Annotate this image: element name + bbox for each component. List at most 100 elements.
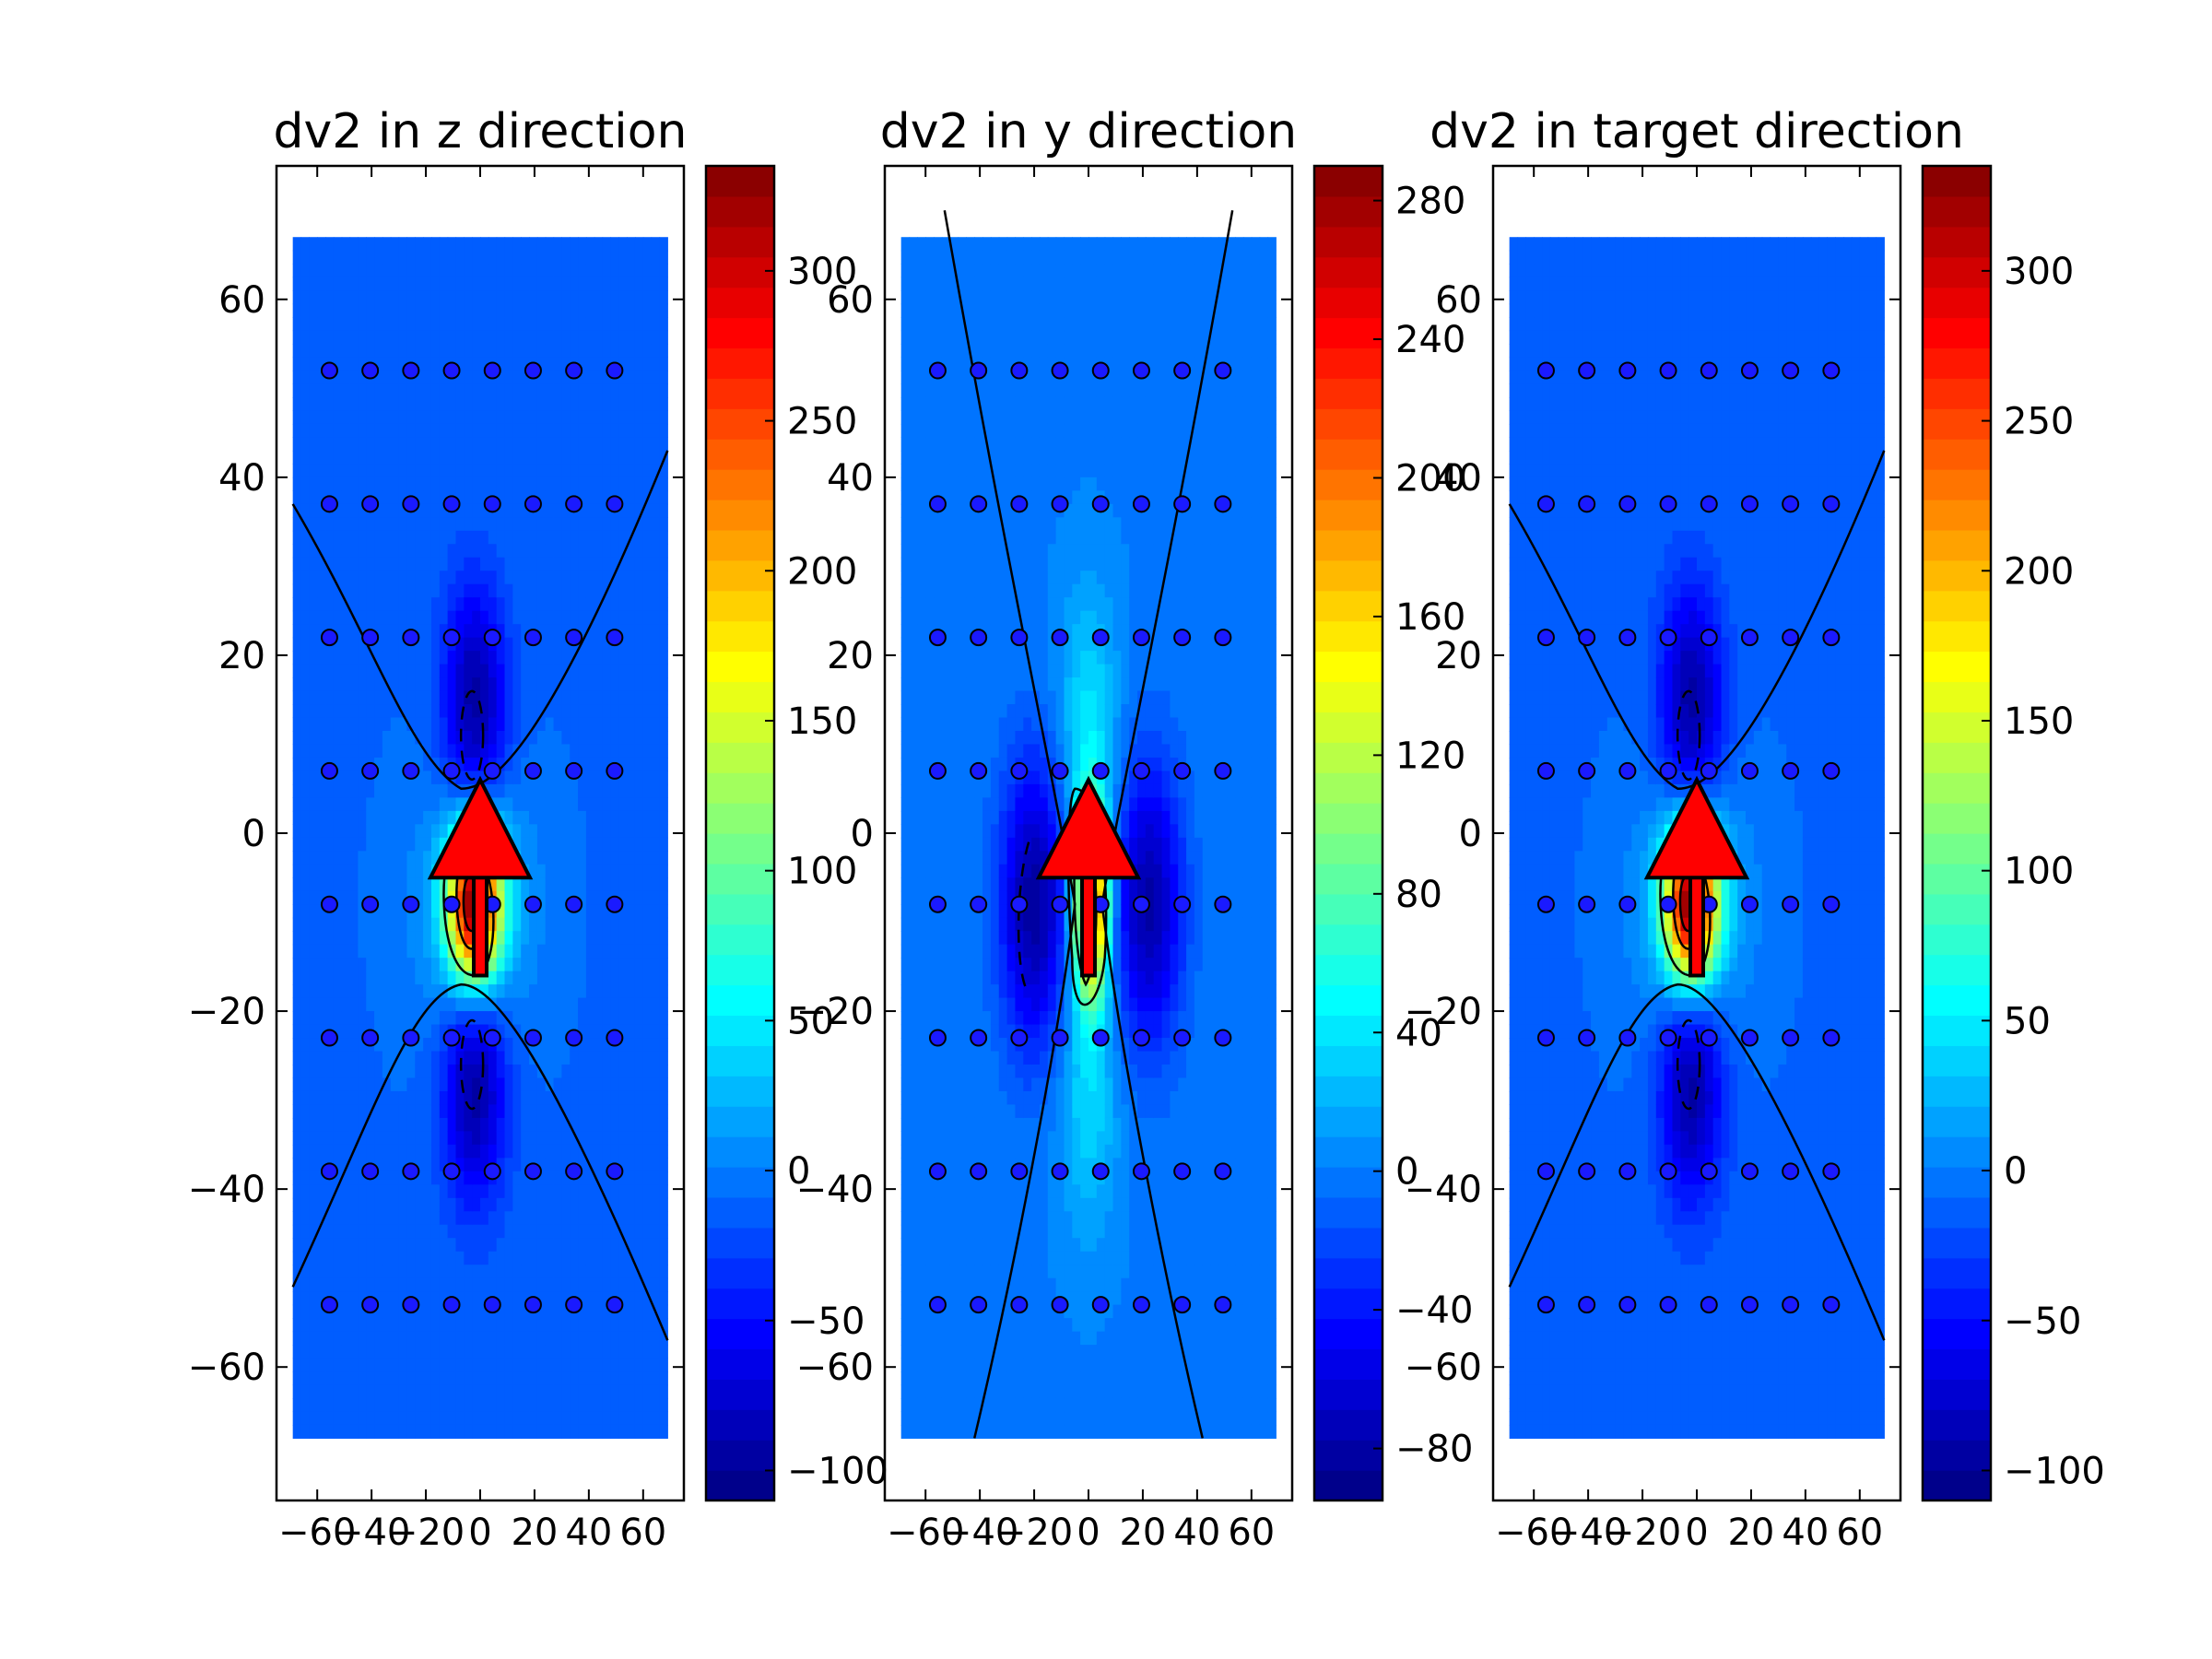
heatmap-cell	[496, 690, 506, 705]
heatmap-cell	[406, 997, 416, 1012]
heatmap-cell	[325, 1184, 335, 1199]
colorbar-tick-label: 200	[787, 550, 857, 593]
heatmap-cell	[366, 464, 375, 478]
heatmap-cell	[602, 771, 612, 785]
heatmap-cell	[358, 824, 367, 839]
heatmap-cell	[488, 1411, 498, 1426]
heatmap-cell	[585, 797, 595, 812]
heatmap-cell	[292, 423, 302, 439]
heatmap-cell	[472, 290, 481, 305]
heatmap-cell	[545, 517, 555, 532]
heatmap-cell	[300, 464, 310, 478]
heatmap-cell	[917, 410, 926, 425]
heatmap-cell	[366, 810, 375, 825]
heatmap-cell	[578, 651, 587, 665]
heatmap-cell	[325, 877, 335, 892]
grid-point	[320, 629, 338, 647]
heatmap-cell	[578, 704, 587, 719]
heatmap-cell	[941, 1158, 951, 1172]
heatmap-cell	[423, 1184, 432, 1199]
heatmap-cell	[642, 1277, 653, 1292]
heatmap-cell	[430, 1318, 441, 1333]
heatmap-cell	[300, 837, 310, 852]
heatmap-cell	[529, 344, 538, 359]
heatmap-cell	[618, 383, 628, 398]
heatmap-cell	[634, 464, 644, 478]
heatmap-cell	[430, 783, 441, 798]
heatmap-cell	[925, 557, 935, 571]
heatmap-cell	[578, 530, 587, 545]
heatmap-cell	[941, 1104, 951, 1119]
heatmap-cell	[521, 958, 530, 972]
heatmap-cell	[934, 730, 943, 746]
heatmap-cell	[382, 917, 392, 932]
heatmap-cell	[900, 517, 911, 532]
heatmap-cell	[917, 503, 926, 518]
heatmap-cell	[423, 357, 432, 371]
heatmap-cell	[941, 571, 951, 585]
heatmap-cell	[504, 824, 513, 839]
heatmap-cell	[480, 503, 489, 518]
heatmap-cell	[529, 864, 538, 878]
heatmap-cell	[553, 877, 562, 892]
heatmap-cell	[398, 824, 408, 839]
heatmap-cell	[536, 690, 547, 705]
heatmap-cell	[398, 1171, 408, 1185]
heatmap-cell	[949, 1077, 959, 1092]
heatmap-cell	[504, 1224, 513, 1239]
heatmap-cell	[464, 1265, 473, 1279]
x-tick-label: 60	[619, 1512, 666, 1554]
heatmap-cell	[578, 717, 587, 732]
heatmap-cell	[521, 677, 530, 692]
heatmap-cell	[610, 276, 619, 291]
heatmap-cell	[949, 1104, 959, 1119]
heatmap-cell	[917, 1251, 926, 1265]
heatmap-cell	[325, 303, 335, 318]
heatmap-cell	[317, 1144, 326, 1159]
heatmap-cell	[415, 757, 424, 772]
heatmap-cell	[325, 744, 335, 759]
heatmap-cell	[618, 1090, 628, 1106]
heatmap-cell	[309, 997, 318, 1012]
heatmap-cell	[594, 730, 604, 746]
heatmap-cell	[585, 1424, 595, 1440]
heatmap-cell	[545, 1331, 555, 1346]
heatmap-cell	[553, 1384, 562, 1399]
heatmap-cell	[536, 1024, 547, 1039]
heatmap-cell	[917, 1158, 926, 1172]
heatmap-cell	[430, 1038, 441, 1053]
heatmap-cell	[602, 557, 612, 571]
heatmap-cell	[585, 1251, 595, 1265]
heatmap-cell	[325, 997, 335, 1012]
heatmap-cell	[529, 651, 538, 665]
heatmap-cell	[455, 317, 465, 332]
heatmap-cell	[521, 1024, 530, 1039]
heatmap-cell	[472, 690, 481, 705]
heatmap-cell	[634, 317, 644, 332]
heatmap-cell	[406, 1011, 416, 1026]
heatmap-cell	[472, 704, 481, 719]
heatmap-cell	[349, 371, 359, 385]
heatmap-cell	[423, 637, 432, 652]
heatmap-cell	[439, 357, 449, 371]
heatmap-cell	[472, 1158, 481, 1172]
heatmap-cell	[390, 597, 400, 612]
heatmap-cell	[941, 1024, 951, 1039]
heatmap-cell	[300, 1197, 310, 1212]
heatmap-cell	[366, 1331, 375, 1346]
heatmap-cell	[341, 851, 351, 865]
grid-point	[320, 1029, 338, 1047]
heatmap-cell	[455, 1077, 465, 1092]
heatmap-cell	[602, 1304, 612, 1319]
heatmap-cell	[333, 1077, 343, 1092]
heatmap-cell	[366, 383, 375, 398]
heatmap-cell	[909, 1411, 918, 1426]
heatmap-cell	[941, 477, 951, 491]
heatmap-cell	[659, 371, 668, 385]
heatmap-cell	[659, 890, 668, 905]
heatmap-cell	[423, 610, 432, 625]
heatmap-cell	[561, 396, 571, 412]
heatmap-cell	[374, 904, 383, 919]
heatmap-cell	[610, 690, 619, 705]
heatmap-cell	[292, 1251, 302, 1265]
